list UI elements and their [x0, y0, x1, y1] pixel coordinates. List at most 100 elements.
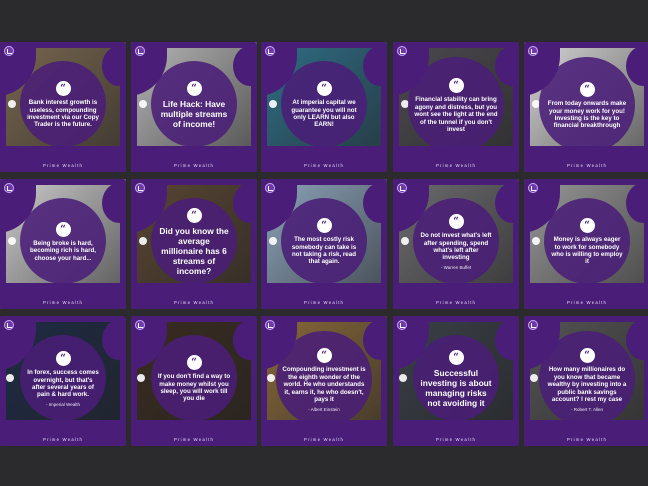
quote-post-tile[interactable]: “ Bank interest growth is useless, compou…: [0, 42, 126, 172]
brand-logo-icon: [265, 46, 275, 56]
quote-text: Did you know the average millionaire has…: [159, 225, 229, 277]
quote-text: Bank interest growth is useless, compoun…: [27, 99, 99, 129]
quote-mark-icon: “: [55, 221, 71, 237]
quote-bubble: “ Successful investing is about managing …: [413, 335, 499, 421]
brand-logo-icon: [4, 183, 14, 193]
decorative-dot: [532, 237, 540, 245]
decorative-shape: [393, 420, 519, 446]
brand-name: Prime Wealth: [435, 437, 477, 442]
quote-author: - Albert Einstein: [308, 406, 340, 412]
quote-post-tile[interactable]: “ Financial stability can bring agony and…: [393, 42, 519, 172]
quote-bubble: “ Money is always eager to work for someb…: [544, 198, 630, 284]
quote-author: - Warren Buffet: [440, 264, 472, 270]
quote-text: At imperial capital we guarantee you wil…: [291, 99, 357, 129]
brand-logo-icon: [528, 46, 538, 56]
quote-mark-icon: “: [316, 218, 332, 234]
quote-mark-icon: “: [448, 78, 464, 94]
brand-name: Prime Wealth: [566, 300, 608, 305]
decorative-shape: [261, 146, 387, 172]
decorative-dot: [267, 374, 275, 382]
brand-name: Prime Wealth: [435, 300, 477, 305]
quote-post-tile[interactable]: “ At imperial capital we guarantee you wi…: [261, 42, 387, 172]
decorative-dot: [269, 237, 277, 245]
quote-mark-icon: “: [55, 81, 71, 97]
quote-mark-icon: “: [316, 348, 332, 364]
brand-name: Prime Wealth: [566, 163, 608, 168]
decorative-dot: [139, 100, 147, 108]
quote-bubble: “ Financial stability can bring agony and…: [408, 57, 504, 153]
decorative-dot: [401, 237, 409, 245]
quote-mark-icon: “: [579, 82, 595, 98]
quote-mark-icon: “: [186, 207, 202, 223]
quote-bubble: “ If you don't find a way to make money w…: [151, 335, 237, 421]
quote-post-tile[interactable]: “ In forex, success comes overnight, but …: [0, 316, 126, 446]
quote-post-tile[interactable]: “ How many millionaires do you know that …: [524, 316, 648, 446]
brand-name: Prime Wealth: [303, 437, 345, 442]
quote-mark-icon: “: [448, 349, 464, 365]
decorative-shape: [393, 283, 519, 309]
decorative-shape: [0, 146, 126, 172]
brand-name: Prime Wealth: [42, 300, 84, 305]
decorative-shape: [524, 283, 648, 309]
quote-mark-icon: “: [579, 348, 595, 364]
quote-post-tile[interactable]: “ The most costly risk somebody can take …: [261, 179, 387, 309]
quote-bubble: “ At imperial capital we guarantee you wi…: [281, 61, 367, 147]
brand-logo-icon: [4, 46, 14, 56]
post-grid: “ Bank interest growth is useless, compou…: [0, 42, 648, 446]
quote-post-tile[interactable]: “ Life Hack: Have multiple streams of inc…: [131, 42, 257, 172]
quote-text: If you don't find a way to make money wh…: [157, 373, 231, 403]
quote-post-tile[interactable]: “ Did you know the average millionaire ha…: [131, 179, 257, 309]
brand-logo-icon: [135, 183, 145, 193]
quote-post-tile[interactable]: “ Money is always eager to work for someb…: [524, 179, 648, 309]
quote-bubble: “ Being broke is hard, becoming rich is h…: [20, 198, 106, 284]
quote-mark-icon: “: [186, 80, 202, 96]
quote-post-tile[interactable]: “ Compounding investment is the eighth wo…: [261, 316, 387, 446]
quote-author: - Robert T. Allen: [571, 406, 603, 412]
decorative-dot: [137, 374, 145, 382]
quote-mark-icon: “: [448, 214, 464, 230]
quote-bubble: “ How many millionaires do you know that …: [539, 331, 635, 427]
brand-name: Prime Wealth: [173, 163, 215, 168]
quote-text: Money is always eager to work for somebo…: [551, 236, 623, 266]
brand-name: Prime Wealth: [42, 437, 84, 442]
brand-logo-icon: [528, 183, 538, 193]
brand-logo-icon: [397, 183, 407, 193]
quote-post-tile[interactable]: “ Do not invest what's left after spendin…: [393, 179, 519, 309]
quote-text: Do not invest what's left after spending…: [420, 232, 492, 262]
quote-post-tile[interactable]: “ If you don't find a way to make money w…: [131, 316, 257, 446]
quote-text: Life Hack: Have multiple streams of inco…: [160, 98, 228, 130]
decorative-dot: [399, 374, 407, 382]
decorative-shape: [131, 146, 257, 172]
quote-text: In forex, success comes overnight, but t…: [27, 369, 99, 399]
brand-logo-icon: [4, 320, 14, 330]
brand-logo-icon: [135, 320, 145, 330]
decorative-shape: [131, 283, 257, 309]
quote-text: How many millionaires do you know that b…: [547, 366, 627, 404]
quote-bubble: “ Bank interest growth is useless, compou…: [20, 61, 106, 147]
brand-logo-icon: [135, 46, 145, 56]
quote-post-tile[interactable]: “ Being broke is hard, becoming rich is h…: [0, 179, 126, 309]
decorative-dot: [530, 374, 538, 382]
decorative-dot: [8, 237, 16, 245]
decorative-shape: [131, 420, 257, 446]
decorative-dot: [401, 100, 409, 108]
brand-logo-icon: [265, 183, 275, 193]
quote-bubble: “ Compounding investment is the eighth wo…: [276, 331, 372, 427]
decorative-shape: [626, 320, 648, 360]
quote-post-tile[interactable]: “ From today onwards make your money work…: [524, 42, 648, 172]
brand-logo-icon: [397, 46, 407, 56]
brand-name: Prime Wealth: [42, 163, 84, 168]
brand-name: Prime Wealth: [173, 437, 215, 442]
quote-bubble: “ Life Hack: Have multiple streams of inc…: [151, 61, 237, 147]
decorative-dot: [269, 100, 277, 108]
decorative-dot: [6, 374, 14, 382]
brand-name: Prime Wealth: [435, 163, 477, 168]
decorative-shape: [626, 46, 648, 86]
quote-bubble: “ Did you know the average millionaire ha…: [151, 198, 237, 284]
quote-bubble: “ In forex, success comes overnight, but …: [20, 335, 106, 421]
quote-mark-icon: “: [186, 355, 202, 371]
quote-text: Being broke is hard, becoming rich is ha…: [29, 239, 96, 262]
brand-name: Prime Wealth: [173, 300, 215, 305]
brand-name: Prime Wealth: [566, 437, 608, 442]
quote-post-tile[interactable]: “ Successful investing is about managing …: [393, 316, 519, 446]
